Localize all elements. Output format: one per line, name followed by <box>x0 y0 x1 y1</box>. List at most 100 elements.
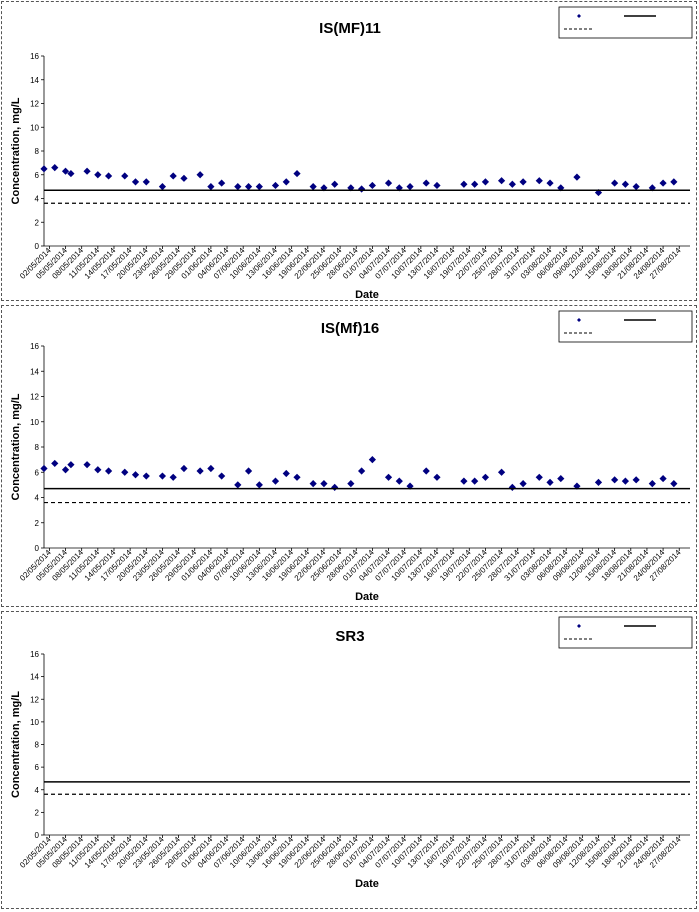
data-point-diamond <box>196 171 204 179</box>
data-point-diamond <box>293 169 301 178</box>
data-point-diamond <box>508 483 516 491</box>
data-point-diamond <box>61 167 70 175</box>
data-point-diamond <box>433 181 441 190</box>
y-tick-label: 4 <box>35 195 40 204</box>
y-tick-label: 14 <box>30 673 39 682</box>
data-point-diamond <box>358 467 366 475</box>
data-point-diamond <box>535 177 543 185</box>
data-point-diamond <box>422 179 430 187</box>
y-axis-label: Concentration, mg/L <box>10 691 22 798</box>
y-tick-label: 4 <box>35 786 40 795</box>
y-tick-label: 0 <box>35 831 40 840</box>
data-point-diamond <box>67 169 75 178</box>
data-point-diamond <box>497 177 506 185</box>
legend-box <box>558 616 693 649</box>
y-tick-label: 2 <box>35 519 40 528</box>
data-point-diamond <box>282 178 290 186</box>
data-point-diamond <box>271 477 280 485</box>
data-point-diamond <box>40 464 48 473</box>
y-tick-label: 10 <box>30 718 39 727</box>
y-axis-label: Concentration, mg/L <box>10 97 22 204</box>
data-point-diamond <box>61 466 70 474</box>
data-point-diamond <box>293 473 301 481</box>
chart-legend <box>558 616 693 649</box>
data-point-diamond <box>158 472 167 480</box>
data-point-diamond <box>395 477 403 485</box>
legend-marker-diamond <box>577 318 581 322</box>
data-point-diamond <box>51 459 59 468</box>
data-point-diamond <box>142 472 150 480</box>
y-tick-label: 2 <box>35 218 40 227</box>
data-point-diamond <box>169 172 177 180</box>
y-tick-label: 16 <box>30 342 39 351</box>
data-point-diamond <box>368 181 376 190</box>
x-axis-label: Date <box>355 591 379 603</box>
x-axis-label: Date <box>355 878 379 890</box>
data-point-diamond <box>331 483 339 491</box>
data-point-diamond <box>40 165 48 173</box>
data-point-diamond <box>384 179 393 187</box>
y-tick-label: 0 <box>35 544 40 553</box>
data-point-diamond <box>218 472 226 480</box>
chart-panel-is-mf-16: IS(Mf)16 0 2 4 6 8 10 12 14 16 02/05/2014 05/05/201… <box>1 305 697 607</box>
data-point-diamond <box>282 469 290 478</box>
data-point-diamond <box>621 180 629 188</box>
data-point-diamond <box>611 179 619 187</box>
data-point-diamond <box>105 172 113 180</box>
y-tick-label: 12 <box>30 695 39 704</box>
data-point-diamond <box>471 477 479 485</box>
data-point-diamond <box>255 481 263 489</box>
data-point-diamond <box>406 183 414 191</box>
data-point-diamond <box>460 180 468 188</box>
data-point-diamond <box>218 179 226 187</box>
data-point-diamond <box>347 480 355 488</box>
legend-marker-diamond <box>577 624 581 628</box>
data-point-diamond <box>481 178 490 186</box>
data-point-diamond <box>611 476 619 484</box>
y-tick-label: 16 <box>30 52 39 61</box>
data-point-diamond <box>546 179 554 187</box>
data-point-diamond <box>121 468 129 476</box>
data-point-diamond <box>51 164 59 172</box>
data-point-diamond <box>158 183 167 191</box>
data-point-diamond <box>83 461 91 469</box>
data-point-diamond <box>83 167 91 175</box>
x-axis-label: Date <box>355 289 379 301</box>
data-point-diamond <box>234 481 242 489</box>
data-point-diamond <box>309 480 317 488</box>
chart-panel-sr3: SR3 0 2 4 6 8 10 12 14 16 02/05/2014 05/05/2014 08/0… <box>1 611 697 909</box>
data-point-diamond <box>535 473 543 481</box>
y-axis-label: Concentration, mg/L <box>10 393 22 500</box>
chart-panel-is-mf-11: IS(MF)11 0 2 4 6 8 10 12 14 16 02/05/2014 05/05/201… <box>1 1 697 301</box>
data-point-diamond <box>508 180 516 188</box>
data-point-diamond <box>169 473 177 481</box>
data-point-diamond <box>255 183 263 191</box>
data-point-diamond <box>244 467 253 475</box>
data-point-diamond <box>234 183 242 191</box>
chart-legend <box>558 310 693 343</box>
data-point-diamond <box>142 178 150 186</box>
data-point-diamond <box>180 174 188 182</box>
data-point-diamond <box>368 456 376 464</box>
chart-title: IS(MF)11 <box>319 20 381 37</box>
y-tick-label: 8 <box>35 741 40 750</box>
data-point-diamond <box>557 474 565 483</box>
y-tick-label: 10 <box>30 418 39 427</box>
legend-marker-diamond <box>577 14 581 18</box>
y-tick-label: 12 <box>30 100 39 109</box>
data-point-diamond <box>648 480 656 488</box>
data-point-diamond <box>573 173 581 181</box>
data-point-diamond <box>309 183 317 191</box>
data-point-diamond <box>659 474 667 483</box>
legend-box <box>558 310 693 343</box>
data-point-diamond <box>121 172 129 180</box>
data-point-diamond <box>632 183 640 191</box>
y-tick-label: 6 <box>35 468 40 477</box>
data-point-diamond <box>546 478 554 486</box>
chart-svg: SR3024681012141602/05/201405/05/201408/0… <box>10 616 693 890</box>
legend-box <box>558 6 693 39</box>
data-point-diamond <box>180 464 188 473</box>
data-point-diamond <box>659 179 667 187</box>
y-tick-label: 8 <box>35 443 40 452</box>
data-point-diamond <box>621 477 629 485</box>
